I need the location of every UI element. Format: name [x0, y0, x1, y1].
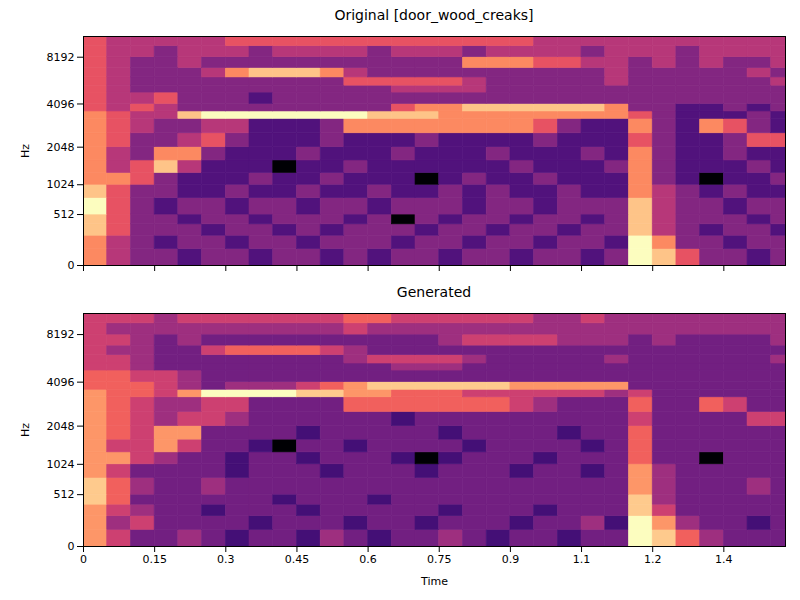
svg-text:1.2: 1.2 [644, 553, 662, 566]
svg-text:0: 0 [68, 259, 75, 272]
svg-text:1024: 1024 [47, 458, 75, 471]
svg-text:0: 0 [80, 553, 87, 566]
svg-text:4096: 4096 [47, 97, 75, 110]
svg-text:2048: 2048 [47, 141, 75, 154]
svg-text:512: 512 [54, 488, 75, 501]
html-text:Original [door_wood_creaks]: Original [door_wood_creaks] [334, 7, 534, 23]
svg-text:Hz: Hz [19, 144, 32, 158]
svg-text:0.45: 0.45 [285, 553, 310, 566]
svg-text:0.9: 0.9 [502, 553, 520, 566]
svg-text:1.4: 1.4 [715, 553, 733, 566]
svg-text:2048: 2048 [47, 420, 75, 433]
svg-text:1024: 1024 [47, 178, 75, 191]
svg-text:4096: 4096 [47, 376, 75, 389]
svg-text:0.15: 0.15 [142, 553, 167, 566]
svg-text:8192: 8192 [47, 51, 75, 64]
svg-text:0.3: 0.3 [217, 553, 235, 566]
svg-text:Time: Time [420, 575, 448, 588]
svg-text:0.75: 0.75 [427, 553, 452, 566]
svg-text:8192: 8192 [47, 328, 75, 341]
svg-text:0: 0 [68, 540, 75, 553]
svg-text:512: 512 [54, 208, 75, 221]
svg-text:0.6: 0.6 [359, 553, 377, 566]
svg-text:1.1: 1.1 [573, 553, 591, 566]
html-text:Generated: Generated [396, 284, 472, 300]
svg-text:Hz: Hz [19, 423, 32, 437]
